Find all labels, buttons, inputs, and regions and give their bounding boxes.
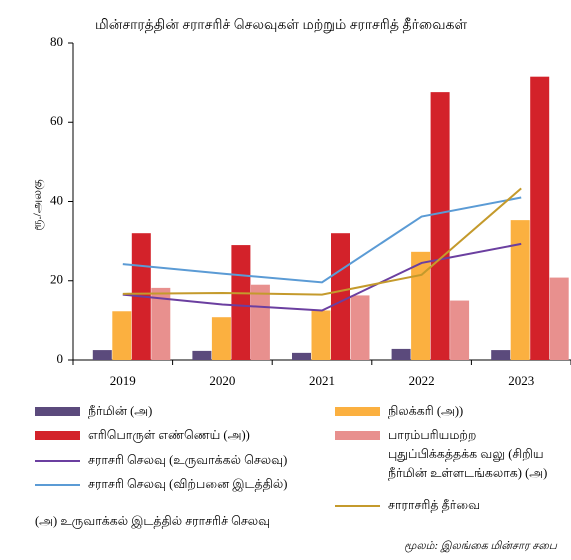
bar	[430, 92, 450, 360]
legend-swatch	[335, 431, 380, 440]
legend-label: பாரம்பரியமற்ற புதுப்பிக்கத்தக்க வலு (சிற…	[388, 428, 548, 480]
legend-label: நீர்மின் (அ)	[88, 404, 153, 418]
x-tick-label: 2023	[508, 373, 534, 388]
legend-swatch	[35, 431, 80, 440]
legend-item: சராசரி செலவு (உருவாக்கல் செலவு)	[35, 451, 325, 470]
bar	[250, 284, 270, 360]
legend-item: சராசரி செலவு (விற்பனை இடத்தில்)	[35, 475, 325, 494]
bar	[112, 311, 132, 360]
bar	[491, 350, 511, 360]
line	[122, 196, 522, 284]
bar	[450, 300, 470, 360]
bar	[331, 233, 350, 360]
legend-swatch	[335, 505, 380, 507]
footnote: (அ) உருவாக்கல் இடத்தில் சராசரிச் செலவு	[35, 514, 271, 528]
x-tick-label: 2020	[209, 373, 235, 388]
bar	[211, 317, 231, 360]
legend-swatch	[335, 407, 380, 416]
bar	[391, 348, 411, 360]
bar	[231, 245, 251, 360]
legend-swatch	[35, 460, 80, 462]
y-axis-label: ரூ./அலகு	[30, 179, 45, 231]
bar	[350, 295, 370, 360]
bar	[549, 277, 569, 360]
bar	[292, 352, 311, 360]
chart-title: மின்சாரத்தின் சராசரிச் செலவுகள் மற்றும் …	[95, 18, 468, 33]
legend-item: சாராசரித் தீர்வை	[335, 496, 565, 515]
legend-label: சராசரி செலவு (விற்பனை இடத்தில்)	[88, 477, 288, 491]
line	[122, 242, 522, 312]
bar	[192, 350, 212, 360]
legend-label: சாராசரித் தீர்வை	[388, 498, 481, 512]
x-tick-label: 2019	[110, 373, 136, 388]
y-tick-label: 0	[57, 351, 64, 366]
legend-item: நீர்மின் (அ)	[35, 402, 295, 421]
legend-label: சராசரி செலவு (உருவாக்கல் செலவு)	[88, 453, 288, 467]
y-tick-label: 80	[50, 34, 63, 49]
line	[122, 187, 522, 296]
bar	[92, 350, 112, 360]
legend-label: எரிபொருள் எண்ணெய் (அ))	[88, 428, 250, 442]
x-tick-label: 2021	[309, 373, 335, 388]
chart: மின்சாரத்தின் சராசரிச் செலவுகள் மற்றும் …	[30, 18, 571, 388]
legend-swatch	[35, 407, 80, 416]
source: மூலம்: இலங்கை மின்சார சபை	[404, 540, 557, 552]
bar	[510, 220, 530, 360]
y-tick-label: 60	[50, 113, 63, 128]
y-tick-label: 20	[50, 272, 63, 287]
legend-item: நிலக்கரி (அ))	[335, 402, 565, 421]
bar	[411, 251, 431, 360]
bar	[311, 310, 331, 360]
legend-item: எரிபொருள் எண்ணெய் (அ))	[35, 426, 295, 445]
y-tick-label: 40	[50, 192, 63, 207]
x-tick-label: 2022	[409, 373, 435, 388]
legend-swatch	[35, 484, 80, 486]
bar	[530, 76, 550, 361]
legend-item: பாரம்பரியமற்ற புதுப்பிக்கத்தக்க வலு (சிற…	[335, 426, 565, 483]
bar	[151, 287, 171, 360]
legend-label: நிலக்கரி (அ))	[388, 404, 464, 418]
